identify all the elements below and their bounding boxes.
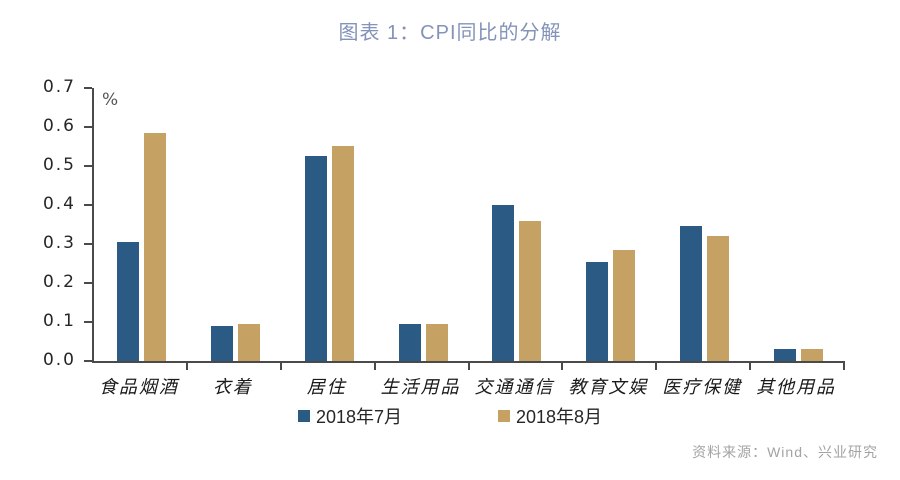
legend-item-august: 2018年8月 [498,403,602,429]
bar-august-2 [331,146,354,361]
x-tick-mark [749,363,752,370]
legend-label: 2018年7月 [315,407,402,427]
y-tick-label: 0.7 [42,77,76,97]
bar-august-1 [237,324,260,361]
legend-label: 2018年8月 [516,407,603,427]
legend: 2018年7月 2018年8月 [0,403,900,429]
x-tick-mark [655,363,658,370]
category-label-7: 其他用品 [756,377,837,398]
y-axis [92,88,94,363]
x-tick-mark [185,363,188,370]
bar-august-0 [143,133,166,361]
x-axis [92,361,845,363]
y-tick-label: 0.3 [42,233,76,253]
x-tick-mark [373,363,376,370]
source-note: 资料来源：Wind、兴业研究 [692,444,878,460]
x-tick-mark [279,363,282,370]
category-label-6: 医疗保健 [662,377,743,398]
x-tick-mark [561,363,564,370]
legend-swatch-july [297,410,310,422]
bar-august-7 [801,349,824,361]
bar-july-1 [210,326,233,361]
bar-july-7 [774,349,797,361]
bar-july-6 [680,226,703,361]
y-tick-mark [84,165,92,167]
y-tick-label: 0.6 [42,116,76,136]
y-tick-mark [84,87,92,89]
y-tick-label: 0.5 [42,155,76,175]
y-tick-label: 0.4 [42,194,76,214]
bar-july-5 [586,262,609,361]
bar-july-0 [116,242,139,361]
y-tick-mark [84,126,92,128]
chart-title: 图表 1：CPI同比的分解 [338,22,562,44]
legend-swatch-august [498,410,510,422]
category-label-4: 交通通信 [474,377,555,398]
category-label-5: 教育文娱 [568,377,649,398]
y-tick-mark [84,360,92,362]
y-tick-mark [84,204,92,206]
y-tick-mark [84,321,92,323]
category-label-0: 食品烟酒 [98,377,179,398]
bar-august-3 [425,324,448,361]
x-tick-mark [843,363,845,370]
bar-august-6 [707,236,730,361]
bar-july-2 [304,156,327,361]
x-tick-mark [467,363,470,370]
y-tick-mark [84,243,92,245]
bar-july-3 [398,324,421,361]
y-tick-label: 0.0 [42,350,76,370]
bar-august-5 [613,250,636,361]
bar-august-4 [519,221,542,361]
legend-item-july: 2018年7月 [297,403,402,429]
bar-july-4 [492,205,515,361]
y-unit-label: % [102,90,119,110]
y-tick-label: 0.1 [42,311,76,331]
category-label-3: 生活用品 [380,377,461,398]
y-tick-label: 0.2 [42,272,76,292]
category-label-1: 衣着 [212,377,253,398]
y-tick-mark [84,282,92,284]
category-label-2: 居住 [306,377,347,398]
